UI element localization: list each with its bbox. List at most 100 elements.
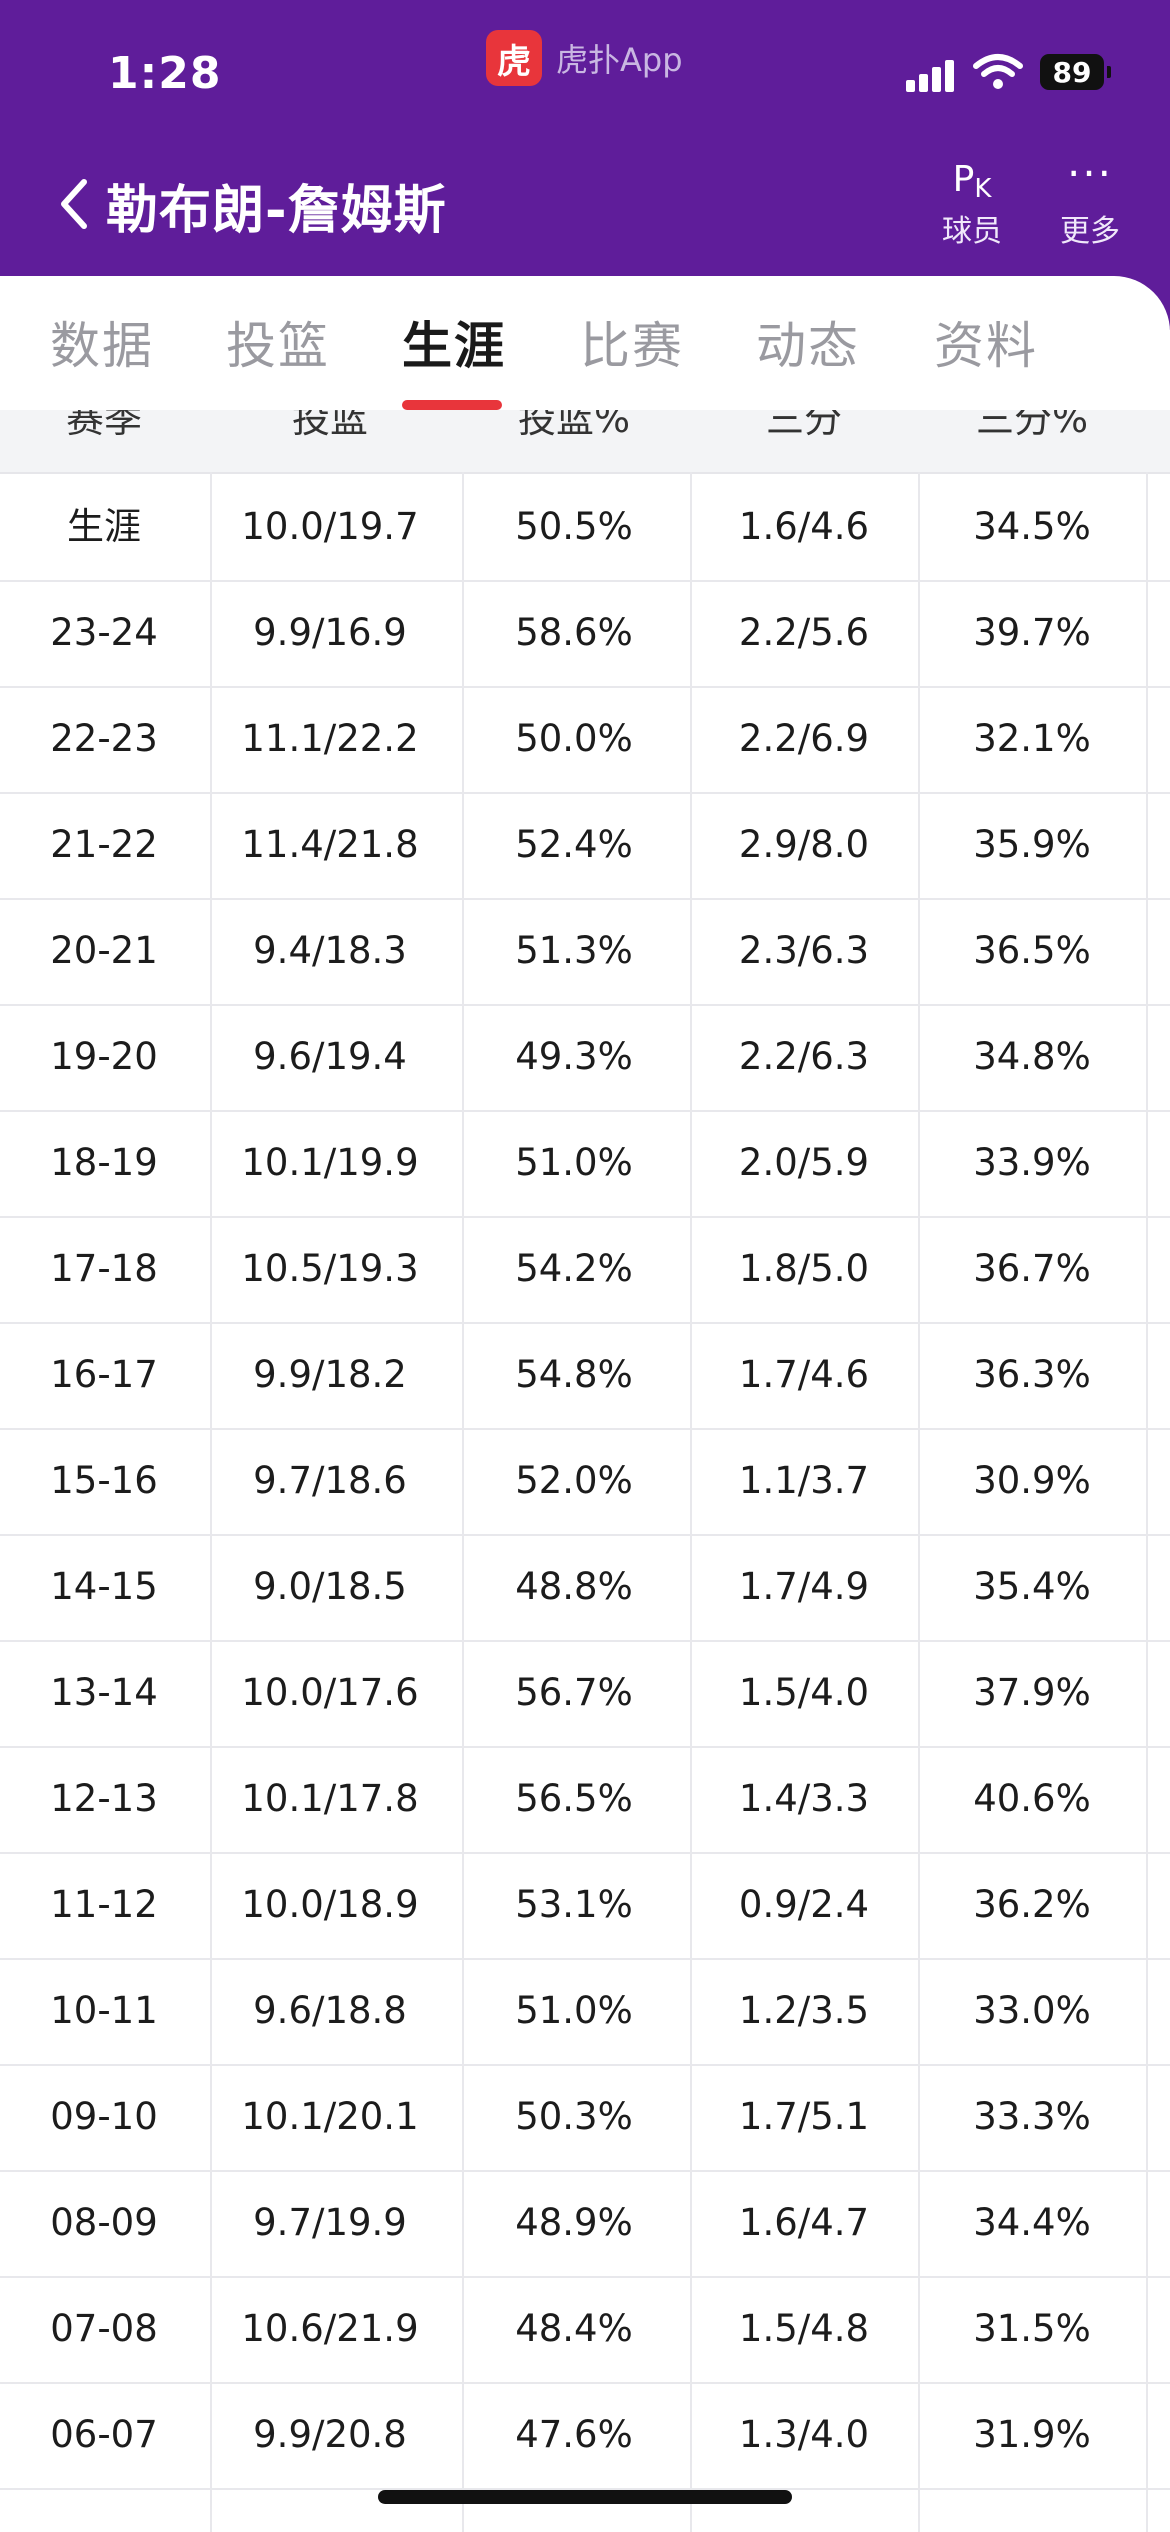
tab-stats[interactable]: 数据 [50, 317, 154, 375]
table-cell: 10.0/18.9 [241, 1883, 419, 1926]
more-button[interactable]: ··· 更多 [1050, 149, 1130, 250]
column-header: 投篮 [291, 410, 368, 441]
tab-profile[interactable]: 资料 [934, 317, 1038, 375]
table-cell: 9.4/18.3 [253, 929, 407, 972]
active-tab-indicator [402, 400, 502, 410]
table-cell: 11-12 [50, 1883, 158, 1926]
table-cell: 48.9% [515, 2201, 633, 2244]
tab-shooting[interactable]: 投篮 [226, 317, 330, 375]
table-cell: 35.4% [973, 1565, 1091, 1608]
table-cell: 10-11 [50, 1989, 158, 2032]
table-cell: 15-16 [50, 1459, 158, 1502]
career-stats-table[interactable]: 赛季 投篮 投篮% 三分 三分% 生涯 10.0/19.7 50.5% 1.6/4.6 34.5… [0, 410, 1170, 2532]
season-row: 07-08 10.6/21.9 48.4% 1.5/4.8 31.5% [0, 2276, 1170, 2384]
table-cell: 32.1% [973, 717, 1091, 760]
table-cell: 34.8% [973, 1035, 1091, 1078]
pk-player-button[interactable]: PK 球员 [936, 154, 1008, 250]
table-cell: 56.5% [515, 1777, 633, 1820]
column-divider [918, 472, 920, 2532]
table-cell: 1.5/4.0 [738, 1671, 870, 1714]
pk-icon: PK [952, 159, 992, 204]
table-cell: 48.4% [515, 2307, 633, 2350]
table-cell: 56.7% [515, 1671, 633, 1714]
table-cell: 9.6/19.4 [253, 1035, 407, 1078]
table-cell: 2.0/5.9 [738, 1141, 870, 1184]
table-cell: 09-10 [50, 2095, 158, 2138]
season-row: 21-22 11.4/21.8 52.4% 2.9/8.0 35.9% [0, 792, 1170, 900]
table-cell: 9.7/19.9 [253, 2201, 407, 2244]
table-cell: 52.4% [515, 823, 633, 866]
table-cell: 1.7/4.9 [738, 1565, 870, 1608]
table-cell: 10.0/19.7 [241, 505, 419, 548]
table-cell: 08-09 [50, 2201, 158, 2244]
table-cell: 2.2/6.3 [738, 1035, 870, 1078]
status-time: 1:28 [108, 48, 222, 99]
table-cell: 36.5% [973, 929, 1091, 972]
back-chevron-icon[interactable] [54, 176, 94, 232]
table-cell: 19-20 [50, 1035, 158, 1078]
table-cell: 13-14 [50, 1671, 158, 1714]
column-divider [1146, 472, 1148, 2532]
table-cell: 2.9/8.0 [738, 823, 870, 866]
column-header: 三分% [975, 410, 1089, 441]
table-cell: 37.9% [973, 1671, 1091, 1714]
table-cell: 9.7/18.6 [253, 1459, 407, 1502]
table-header: 赛季 投篮 投篮% 三分 三分% [0, 410, 1170, 474]
table-cell: 12-13 [50, 1777, 158, 1820]
column-header: 赛季 [65, 410, 142, 441]
tab-games[interactable]: 比赛 [580, 317, 684, 375]
table-cell: 51.3% [515, 929, 633, 972]
table-cell: 31.5% [973, 2307, 1091, 2350]
table-cell: 23-24 [50, 611, 158, 654]
season-row: 20-21 9.4/18.3 51.3% 2.3/6.3 36.5% [0, 898, 1170, 1006]
tab-career[interactable]: 生涯 [402, 317, 506, 375]
table-cell: 10.6/21.9 [241, 2307, 419, 2350]
season-row: 08-09 9.7/19.9 48.9% 1.6/4.7 34.4% [0, 2170, 1170, 2278]
pk-label: 球员 [942, 214, 1002, 249]
table-cell: 51.0% [515, 1989, 633, 2032]
table-cell: 1.2/3.5 [738, 1989, 870, 2032]
table-cell: 33.9% [973, 1141, 1091, 1184]
table-cell: 1.1/3.7 [738, 1459, 870, 1502]
table-cell: 10.1/20.1 [241, 2095, 419, 2138]
column-header: 投篮% [517, 410, 631, 441]
season-row: 12-13 10.1/17.8 56.5% 1.4/3.3 40.6% [0, 1746, 1170, 1854]
season-row: 17-18 10.5/19.3 54.2% 1.8/5.0 36.7% [0, 1216, 1170, 1324]
table-cell: 33.3% [973, 2095, 1091, 2138]
tab-news[interactable]: 动态 [756, 317, 860, 375]
table-cell: 34.5% [973, 505, 1091, 548]
table-cell: 11.1/22.2 [241, 717, 419, 760]
table-cell: 10.0/17.6 [241, 1671, 419, 1714]
table-cell: 1.3/4.0 [738, 2413, 870, 2456]
top-header: 1:28 虎 虎扑App 89 勒布朗-詹姆斯 PK 球员 ··· 更多 [0, 0, 1170, 330]
table-cell: 34.4% [973, 2201, 1091, 2244]
table-cell: 22-23 [50, 717, 158, 760]
table-cell: 9.0/18.5 [253, 1565, 407, 1608]
table-cell: 50.0% [515, 717, 633, 760]
season-row: 14-15 9.0/18.5 48.8% 1.7/4.9 35.4% [0, 1534, 1170, 1642]
table-cell: 14-15 [50, 1565, 158, 1608]
table-cell: 10.1/17.8 [241, 1777, 419, 1820]
table-cell: 1.5/4.8 [738, 2307, 870, 2350]
season-row: 18-19 10.1/19.9 51.0% 2.0/5.9 33.9% [0, 1110, 1170, 1218]
table-cell: 11.4/21.8 [241, 823, 419, 866]
table-cell: 36.7% [973, 1247, 1091, 1290]
season-row: 11-12 10.0/18.9 53.1% 0.9/2.4 36.2% [0, 1852, 1170, 1960]
table-cell: 10.5/19.3 [241, 1247, 419, 1290]
column-divider [210, 472, 212, 2532]
season-row: 15-16 9.7/18.6 52.0% 1.1/3.7 30.9% [0, 1428, 1170, 1536]
table-cell: 30.9% [973, 1459, 1091, 1502]
table-cell: 35.9% [973, 823, 1091, 866]
table-cell: 2.2/5.6 [738, 611, 870, 654]
table-cell: 53.1% [515, 1883, 633, 1926]
app-source-badge: 虎 虎扑App [486, 28, 683, 88]
home-indicator[interactable] [378, 2490, 792, 2504]
table-cell: 50.3% [515, 2095, 633, 2138]
table-cell: 40.6% [973, 1777, 1091, 1820]
career-total-row: 生涯 10.0/19.7 50.5% 1.6/4.6 34.5% [0, 474, 1170, 582]
table-cell: 1.6/4.6 [738, 505, 870, 548]
table-cell: 33.0% [973, 1989, 1091, 2032]
table-cell: 18-19 [50, 1141, 158, 1184]
column-divider [690, 472, 692, 2532]
more-dots-icon: ··· [1066, 149, 1114, 198]
